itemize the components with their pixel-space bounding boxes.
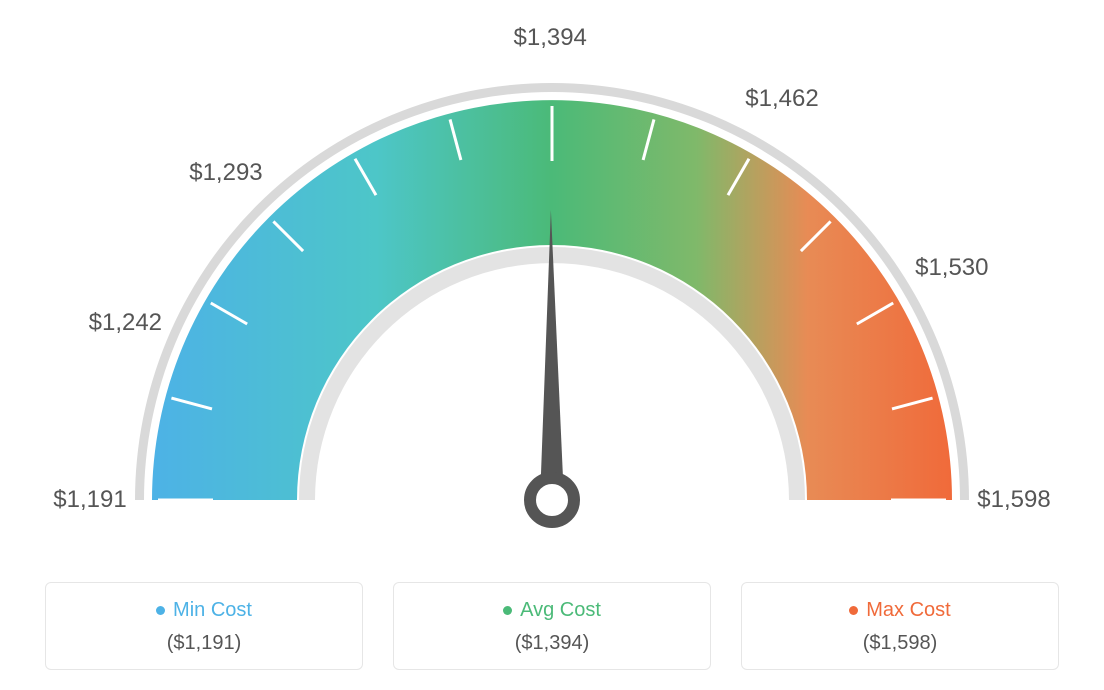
legend-dot-avg bbox=[503, 606, 512, 615]
legend-dot-min bbox=[156, 606, 165, 615]
legend-label-avg: Avg Cost bbox=[520, 599, 601, 622]
cost-gauge-chart: $1,191 $1,242 $1,293 $1,394 $1,462 $1,530 $1,5… bbox=[0, 0, 1104, 560]
gauge-tick-label: $1,394 bbox=[514, 24, 587, 52]
legend-title-avg: Avg Cost bbox=[503, 599, 601, 622]
gauge-tick-label: $1,530 bbox=[915, 254, 988, 282]
gauge-tick-label: $1,462 bbox=[745, 85, 818, 113]
legend-label-min: Min Cost bbox=[173, 599, 252, 622]
legend-card-max: Max Cost ($1,598) bbox=[741, 582, 1059, 670]
legend-label-max: Max Cost bbox=[866, 599, 950, 622]
legend-value-min: ($1,191) bbox=[56, 632, 352, 655]
gauge-tick-label: $1,293 bbox=[189, 159, 262, 187]
legend-value-avg: ($1,394) bbox=[404, 632, 700, 655]
legend-value-max: ($1,598) bbox=[752, 632, 1048, 655]
gauge-tick-label: $1,598 bbox=[977, 486, 1050, 514]
legend-title-max: Max Cost bbox=[849, 599, 950, 622]
gauge-tick-label: $1,242 bbox=[89, 309, 162, 337]
legend-title-min: Min Cost bbox=[156, 599, 252, 622]
legend-card-min: Min Cost ($1,191) bbox=[45, 582, 363, 670]
legend-dot-max bbox=[849, 606, 858, 615]
gauge-tick-label: $1,191 bbox=[53, 486, 126, 514]
legend-row: Min Cost ($1,191) Avg Cost ($1,394) Max … bbox=[0, 582, 1104, 670]
legend-card-avg: Avg Cost ($1,394) bbox=[393, 582, 711, 670]
